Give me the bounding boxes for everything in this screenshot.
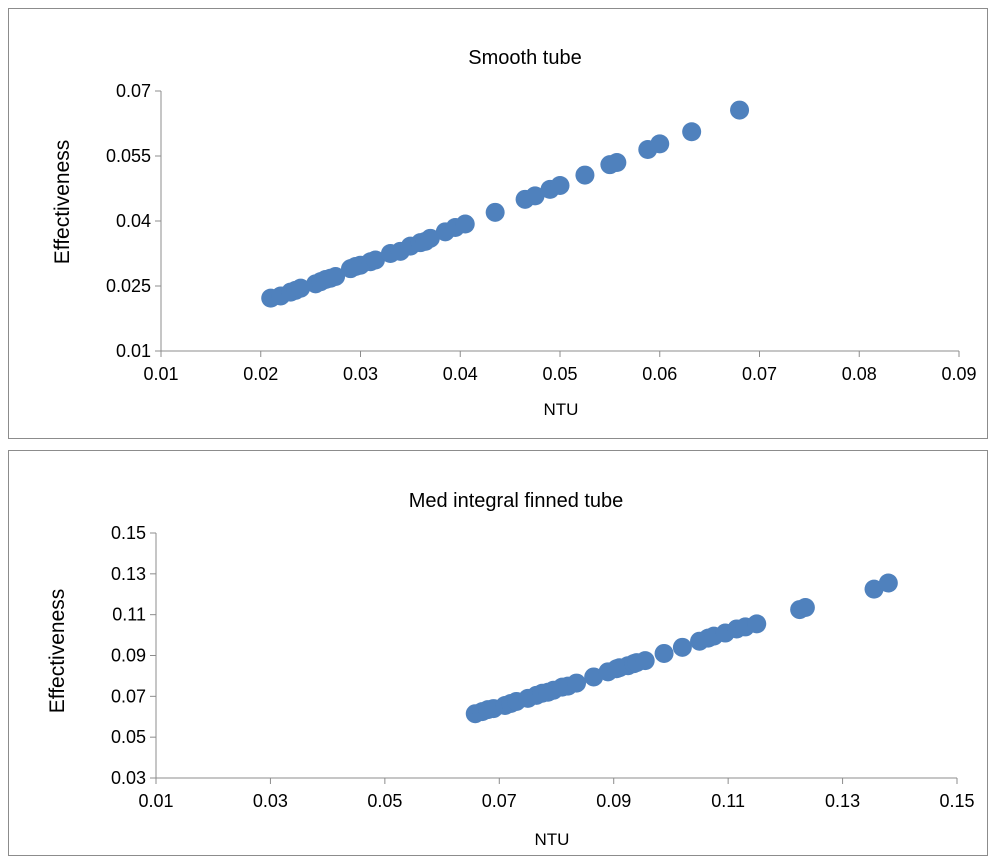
axes (155, 90, 960, 357)
data-point (607, 153, 627, 172)
y-tick-label: 0.09 (111, 646, 146, 666)
chart-panel-smooth-tube: Smooth tube Effectiveness NTU 0.01 0.02 0.… (8, 8, 988, 439)
y-tick-label: 0.05 (111, 727, 146, 747)
x-tick-label: 0.09 (596, 791, 631, 811)
data-point (650, 134, 670, 154)
x-tick-label: 0.03 (343, 364, 378, 384)
y-tick-label: 0.13 (111, 564, 146, 584)
chart-panel-med-integral-finned-tube: Med integral finned tube Effectiveness N… (8, 450, 988, 856)
data-point (291, 278, 311, 298)
data-point (525, 186, 545, 206)
data-point (584, 667, 604, 687)
data-point (878, 573, 898, 593)
tick-labels: 0.01 0.03 0.05 0.07 0.09 0.11 0.13 0.15 0.03 0.05… (111, 523, 975, 811)
y-tick-label: 0.055 (106, 146, 151, 166)
x-tick-label: 0.04 (443, 364, 478, 384)
y-tick-label: 0.03 (111, 768, 146, 788)
x-tick-label: 0.02 (243, 364, 278, 384)
data-point (455, 214, 475, 234)
x-tick-label: 0.07 (482, 791, 517, 811)
x-tick-label: 0.08 (842, 364, 877, 384)
y-tick-label: 0.04 (116, 211, 151, 231)
y-tick-label: 0.025 (106, 276, 151, 296)
chart-title: Med integral finned tube (409, 490, 624, 512)
data-point (682, 122, 702, 142)
data-point (567, 673, 587, 693)
data-point (635, 651, 655, 671)
y-tick-label: 0.11 (112, 605, 146, 625)
y-tick-label: 0.01 (116, 341, 151, 361)
y-axis-title: Effectiveness (46, 589, 69, 714)
data-point (747, 614, 767, 634)
data-point (864, 579, 884, 599)
x-tick-label: 0.01 (138, 791, 173, 811)
chart-smooth-tube: Smooth tube Effectiveness NTU 0.01 0.02 0.… (51, 47, 977, 419)
y-tick-label: 0.07 (111, 686, 146, 706)
x-tick-label: 0.05 (542, 364, 577, 384)
x-axis-title: NTU (535, 830, 570, 849)
x-tick-label: 0.15 (939, 791, 974, 811)
axes (150, 532, 958, 784)
data-point (730, 100, 750, 120)
x-tick-label: 0.11 (711, 791, 745, 811)
data-point (575, 165, 595, 185)
x-axis-title: NTU (544, 400, 579, 419)
data-point (654, 643, 674, 663)
x-tick-label: 0.03 (253, 791, 288, 811)
y-tick-label: 0.07 (116, 81, 151, 101)
data-point (485, 202, 505, 222)
tick-labels: 0.01 0.02 0.03 0.04 0.05 0.06 0.07 0.08 0.09 0.01… (106, 81, 977, 384)
x-tick-label: 0.09 (941, 364, 976, 384)
x-tick-label: 0.07 (742, 364, 777, 384)
chart-med-integral-finned-tube: Med integral finned tube Effectiveness N… (46, 490, 975, 849)
data-points (261, 100, 750, 308)
x-tick-label: 0.05 (367, 791, 402, 811)
data-point (420, 228, 440, 248)
x-tick-label: 0.13 (825, 791, 860, 811)
x-tick-label: 0.06 (642, 364, 677, 384)
y-tick-label: 0.15 (111, 523, 146, 543)
data-point (326, 266, 346, 286)
y-axis-title: Effectiveness (51, 140, 74, 265)
data-point (672, 637, 692, 657)
chart-title: Smooth tube (468, 47, 581, 69)
data-point (365, 250, 385, 270)
x-tick-label: 0.01 (143, 364, 178, 384)
data-point (795, 598, 815, 618)
data-points (465, 573, 898, 724)
data-point (550, 175, 570, 195)
